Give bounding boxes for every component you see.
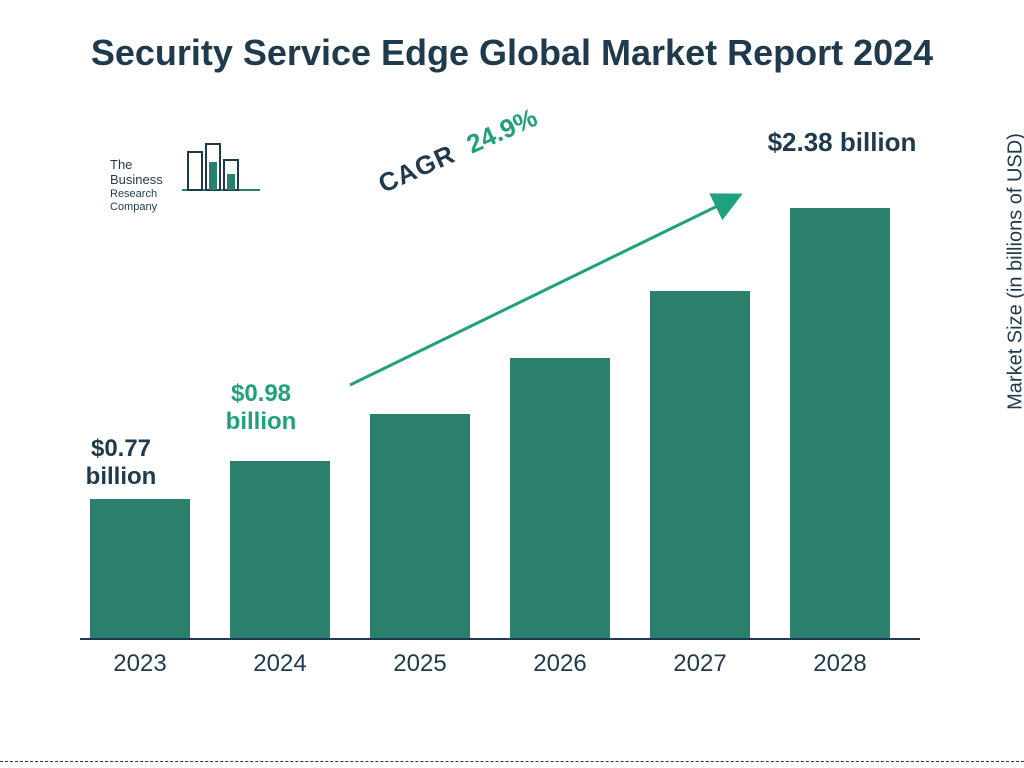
bar	[370, 414, 470, 638]
cagr-value: 24.9%	[462, 102, 542, 159]
x-tick-label: 2024	[220, 650, 340, 678]
value-label: $0.98 billion	[196, 380, 326, 435]
value-label: $0.77 billion	[56, 435, 186, 490]
x-tick-label: 2028	[780, 650, 900, 678]
x-tick-label: 2027	[640, 650, 760, 678]
page: Security Service Edge Global Market Repo…	[0, 0, 1024, 768]
x-tick-label: 2023	[80, 650, 200, 678]
chart-title: Security Service Edge Global Market Repo…	[0, 30, 1024, 75]
bar	[90, 499, 190, 638]
footer-divider	[0, 761, 1024, 762]
bar	[790, 208, 890, 638]
x-tick-label: 2026	[500, 650, 620, 678]
value-label: $2.38 billion	[752, 128, 932, 158]
y-axis-label: Market Size (in billions of USD)	[1005, 133, 1024, 410]
bar	[230, 461, 330, 638]
cagr-arrow-icon	[345, 180, 755, 400]
x-tick-label: 2025	[360, 650, 480, 678]
x-axis-labels: 2023 2024 2025 2026 2027 2028	[80, 644, 920, 680]
